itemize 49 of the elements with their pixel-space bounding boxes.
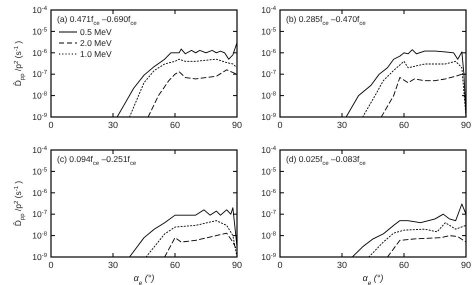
x-axis-title: α$_{e}$ (°)	[362, 273, 384, 285]
legend-label: 2.0 MeV	[80, 38, 112, 48]
y-tick-label: 10$^{-5}$	[32, 26, 48, 36]
y-tick-label: 10$^{-4}$	[32, 5, 48, 15]
text: (b) 0.285f$_{ce}$–0.470f$_{ce}$	[286, 14, 366, 27]
y-tick-label: 10$^{-4}$	[261, 5, 277, 15]
x-tick-label: 0	[48, 260, 54, 270]
x-tick-label: 60	[398, 120, 410, 130]
x-tick-label: 0	[48, 120, 54, 130]
x-tick-label: 30	[108, 120, 118, 130]
x-tick-label: 90	[460, 260, 472, 270]
y-tick-label: 10$^{-6}$	[261, 48, 277, 58]
x-tick-label: 0	[277, 120, 283, 130]
x-tick-label: 90	[460, 120, 472, 130]
text: (c) 0.094f$_{ce}$–0.251f$_{ce}$	[57, 154, 137, 167]
y-tick-label: 10$^{-5}$	[261, 166, 277, 176]
y-tick-label: 10$^{-5}$	[261, 26, 277, 36]
x-axis-title: α$_{e}$ (°)	[134, 273, 154, 285]
x-tick-label: 60	[170, 260, 180, 270]
y-tick-label: 10$^{-8}$	[32, 90, 48, 101]
y-tick-label: 10$^{-8}$	[261, 230, 277, 241]
y-tick-label: 10$^{-6}$	[32, 188, 48, 198]
text: (a) 0.471f$_{ce}$–0.690f$_{ce}$	[57, 14, 138, 27]
y-tick-label: 10$^{-9}$	[261, 252, 277, 262]
x-tick-label: 60	[170, 120, 180, 130]
x-tick-label: 90	[232, 260, 242, 270]
y-tick-label: 10$^{-7}$	[32, 209, 47, 220]
y-tick-label: 10$^{-4}$	[261, 145, 277, 155]
y-tick-label: 10$^{-7}$	[261, 209, 276, 220]
y-tick-label: 10$^{-9}$	[261, 112, 277, 122]
y-tick-label: 10$^{-7}$	[32, 69, 47, 80]
text: (d) 0.025f$_{ce}$–0.083f$_{ce}$	[286, 154, 366, 167]
x-tick-label: 0	[277, 260, 283, 270]
y-tick-label: 10$^{-9}$	[32, 252, 48, 262]
legend-label: 1.0 MeV	[80, 49, 112, 59]
y-tick-label: 10$^{-4}$	[32, 145, 48, 155]
y-tick-label: 10$^{-6}$	[261, 188, 277, 198]
x-tick-label: 60	[398, 260, 410, 270]
legend-label: 0.5 MeV	[80, 27, 112, 37]
x-tick-label: 30	[108, 260, 118, 270]
y-tick-label: 10$^{-6}$	[32, 48, 48, 58]
x-tick-label: 30	[336, 260, 348, 270]
y-tick-label: 10$^{-9}$	[32, 112, 48, 122]
x-tick-label: 30	[336, 120, 348, 130]
y-tick-label: 10$^{-8}$	[32, 230, 48, 241]
x-tick-label: 90	[232, 120, 242, 130]
y-tick-label: 10$^{-5}$	[32, 166, 48, 176]
y-tick-label: 10$^{-7}$	[261, 69, 276, 80]
y-tick-label: 10$^{-8}$	[261, 90, 277, 101]
